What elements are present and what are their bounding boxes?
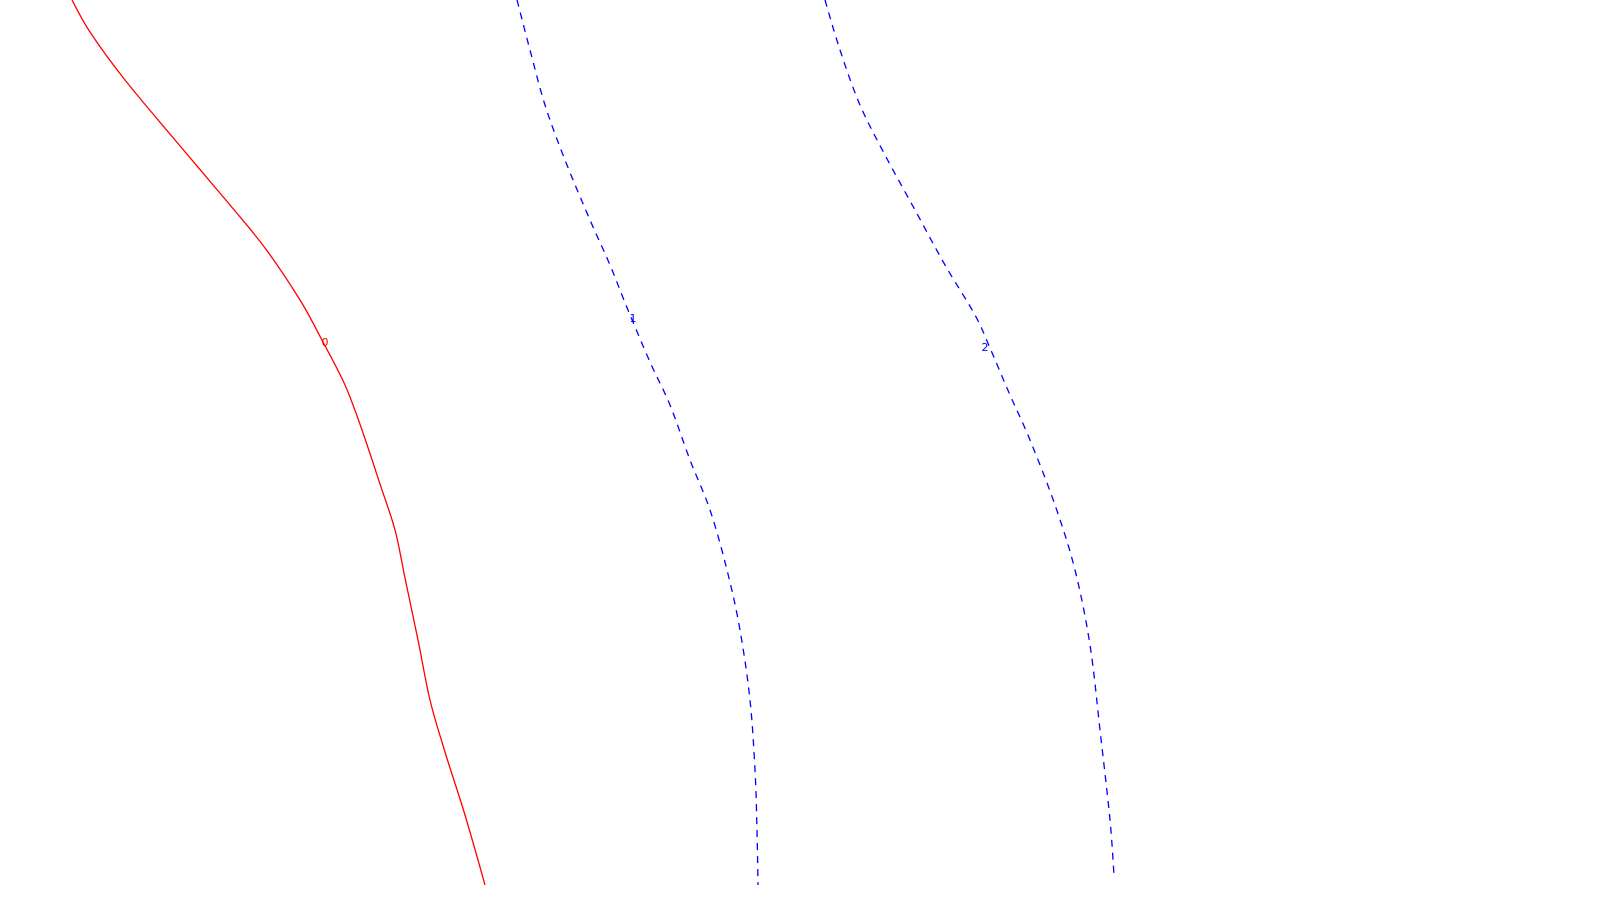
contour-line-2 [824, 0, 1115, 876]
contour-label-1: 1 [630, 312, 637, 325]
contour-line-0 [71, 0, 486, 886]
contour-label-2: 2 [982, 341, 989, 354]
contour-label-0: 0 [322, 336, 329, 349]
contour-labels: 0 1 2 [322, 312, 989, 354]
contour-line-1 [516, 0, 759, 886]
contour-lines [71, 0, 1115, 886]
